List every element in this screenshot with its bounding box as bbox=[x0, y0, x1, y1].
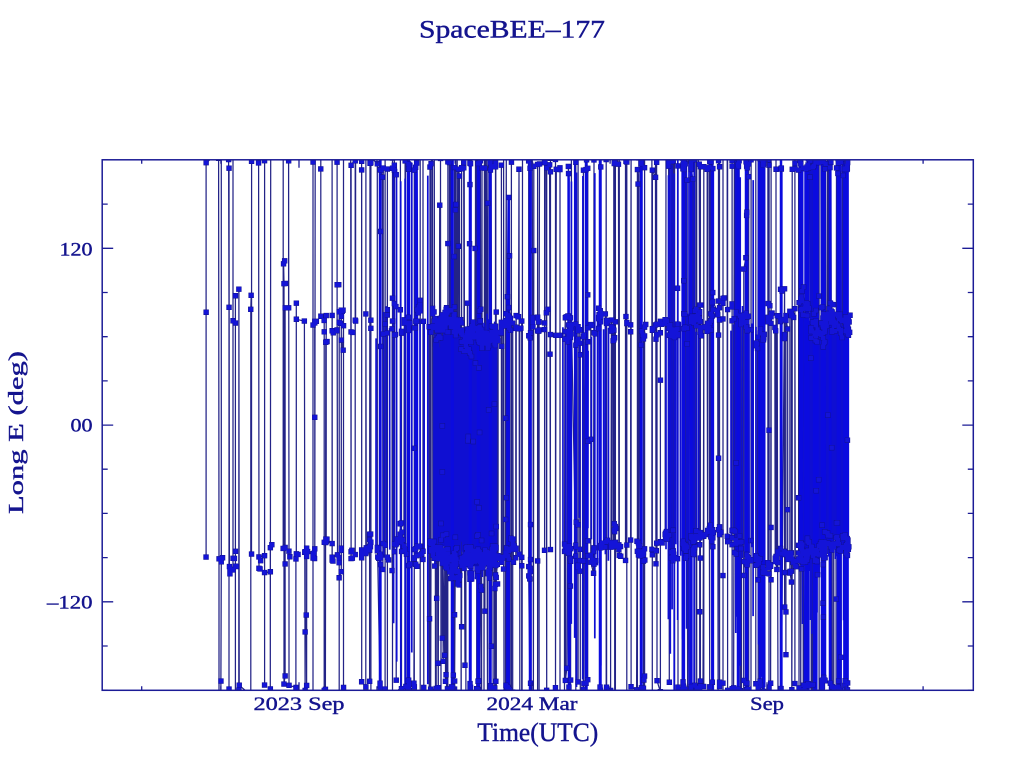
svg-text:Time(UTC): Time(UTC) bbox=[477, 718, 598, 747]
svg-text:–120: –120 bbox=[46, 593, 93, 614]
svg-text:00: 00 bbox=[71, 416, 93, 437]
svg-text:SpaceBEE–177: SpaceBEE–177 bbox=[419, 17, 605, 44]
svg-text:Sep: Sep bbox=[750, 694, 784, 715]
svg-text:Long E (deg): Long E (deg) bbox=[4, 351, 28, 514]
svg-text:2024 Mar: 2024 Mar bbox=[487, 694, 579, 715]
svg-text:120: 120 bbox=[60, 240, 93, 261]
svg-text:2023 Sep: 2023 Sep bbox=[254, 694, 345, 715]
